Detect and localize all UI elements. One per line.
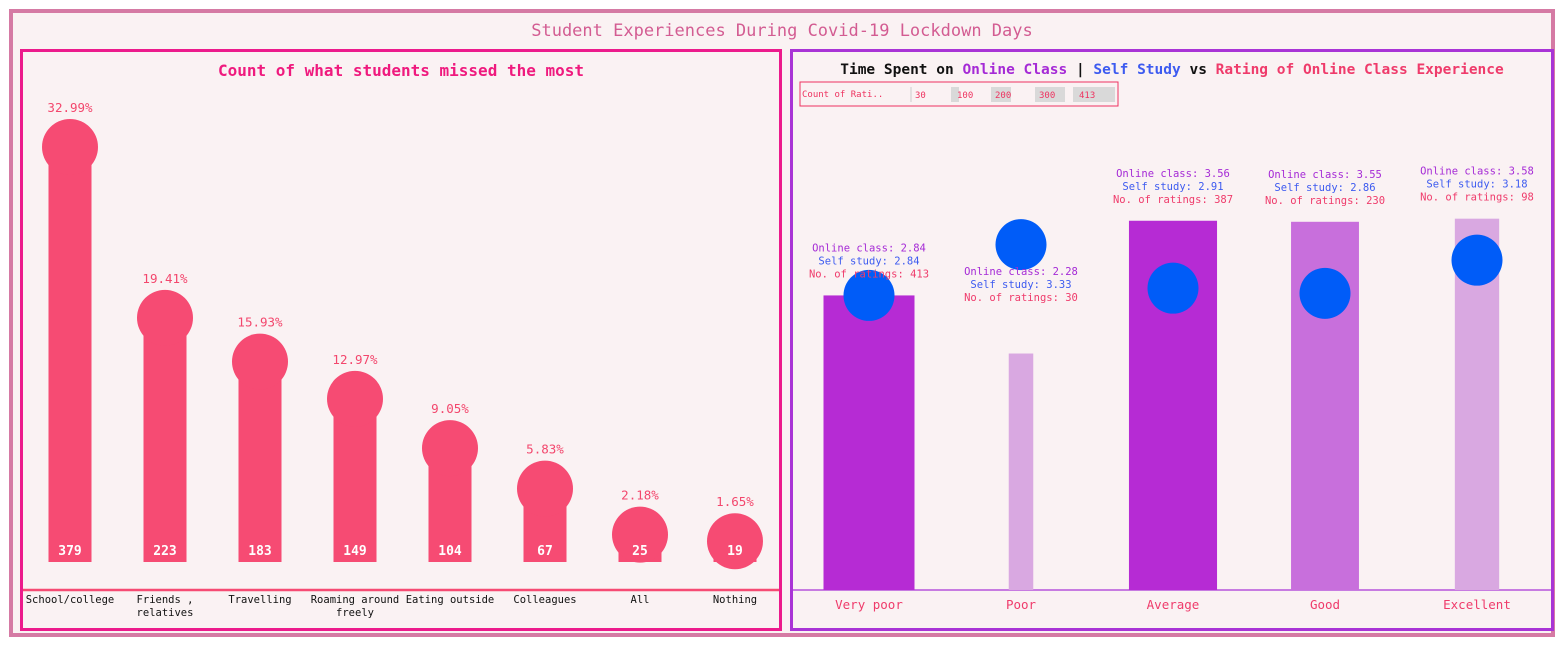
lollipop-head: [517, 460, 573, 517]
lollipop-stem: [238, 361, 282, 562]
lollipop-head: [707, 513, 763, 570]
ratings-annotation: No. of ratings: 387: [1113, 194, 1233, 206]
legend-swatch: [991, 87, 1011, 102]
lollipop-head: [327, 370, 383, 427]
rating-category-label: Excellent: [1443, 597, 1511, 612]
online-class-annotation: Online class: 3.55: [1268, 169, 1382, 181]
category-label: All: [631, 594, 650, 606]
legend-swatch: [1035, 87, 1065, 102]
legend-title: Count of Rati..: [802, 90, 883, 100]
category-label: School/college: [26, 594, 115, 606]
title-part-5: vs: [1181, 62, 1216, 78]
percent-label: 5.83%: [526, 442, 564, 457]
lollipop-stem: [48, 147, 92, 562]
lollipop-2: [137, 289, 193, 562]
self-study-annotation: Self study: 2.84: [818, 255, 919, 267]
ratings-annotation: No. of ratings: 98: [1420, 192, 1534, 204]
ratings-annotation: No. of ratings: 413: [809, 268, 929, 280]
lollipop-7: [612, 506, 668, 563]
legend-tick: 30: [915, 91, 926, 101]
rating-category-label: Good: [1310, 597, 1340, 612]
dashboard-title: Student Experiences During Covid-19 Lock…: [531, 21, 1033, 41]
legend-swatch: [951, 87, 959, 102]
ratings-annotation: No. of ratings: 30: [964, 292, 1078, 304]
percent-label: 15.93%: [237, 315, 283, 330]
category-label: Nothing: [713, 594, 757, 606]
category-label: Roaming around: [311, 594, 400, 606]
legend-tick: 200: [995, 91, 1011, 101]
count-label: 19: [727, 544, 743, 559]
percent-label: 19.41%: [142, 271, 188, 286]
lollipop-6: [517, 460, 573, 562]
category-label: Eating outside: [406, 594, 495, 606]
self-study-marker: [1451, 234, 1503, 286]
online-class-annotation: Online class: 2.84: [812, 242, 926, 254]
category-label: Colleagues: [513, 594, 576, 606]
self-study-marker: [1147, 262, 1199, 314]
time-vs-rating-chart: Time Spent on Online Class | Self Study …: [793, 62, 1551, 612]
self-study-annotation: Self study: 3.33: [970, 279, 1071, 291]
missed-most-panel: Count of what students missed the most 32…: [20, 49, 782, 631]
category-label: Travelling: [228, 594, 291, 606]
percent-label: 1.65%: [716, 494, 754, 509]
title-part-4: Self Study: [1093, 62, 1181, 78]
count-label: 149: [343, 544, 366, 559]
missed-most-chart: Count of what students missed the most 32…: [23, 61, 779, 619]
lollipop-head: [42, 119, 98, 175]
count-label: 223: [153, 544, 176, 559]
self-study-annotation: Self study: 2.86: [1274, 182, 1375, 194]
lollipop-8: [707, 513, 763, 570]
dashboard-frame: Student Experiences During Covid-19 Lock…: [9, 9, 1555, 637]
category-label: Friends ,: [137, 594, 194, 606]
category-label: relatives: [137, 607, 194, 619]
title-part-2: Online Class: [962, 62, 1067, 78]
count-label: 67: [537, 544, 553, 559]
legend-tick: 300: [1039, 91, 1055, 101]
count-label: 104: [438, 544, 462, 559]
lollipop-1: [42, 119, 98, 562]
lollipop-5: [422, 420, 478, 562]
lollipop-head: [612, 506, 668, 563]
legend-tick: 413: [1079, 91, 1095, 101]
percent-label: 2.18%: [621, 488, 659, 503]
online-class-annotation: Online class: 3.56: [1116, 168, 1230, 180]
percent-label: 9.05%: [431, 401, 469, 416]
time-vs-rating-panel: Time Spent on Online Class | Self Study …: [790, 49, 1554, 631]
online-class-annotation: Online class: 2.28: [964, 266, 1078, 278]
count-label: 183: [248, 544, 271, 559]
online-class-bar: [1008, 353, 1034, 590]
lollipop-4: [327, 370, 383, 562]
legend-swatch: [1073, 87, 1115, 102]
lollipop-head: [232, 333, 288, 390]
ratings-annotation: No. of ratings: 230: [1265, 195, 1385, 207]
count-label: 25: [632, 544, 648, 559]
percent-label: 32.99%: [47, 100, 93, 115]
lollipop-3: [232, 333, 288, 562]
percent-label: 12.97%: [332, 352, 378, 367]
left-chart-title: Count of what students missed the most: [218, 61, 584, 80]
self-study-annotation: Self study: 3.18: [1426, 179, 1527, 191]
online-class-annotation: Online class: 3.58: [1420, 166, 1534, 178]
title-part-3: |: [1067, 62, 1093, 78]
lollipop-stem: [143, 317, 187, 562]
legend-tick: 100: [957, 91, 973, 101]
right-chart-title: Time Spent on Online Class | Self Study …: [840, 62, 1504, 78]
title-part-6: Rating of Online Class Experience: [1216, 62, 1504, 78]
category-label: freely: [336, 607, 374, 619]
rating-category-label: Very poor: [835, 597, 903, 612]
online-class-bar: [823, 295, 915, 590]
count-label: 379: [58, 544, 81, 559]
count-legend: Count of Rati.. 30 100 200 300 413: [799, 81, 1119, 107]
rating-category-label: Average: [1147, 597, 1200, 612]
lollipop-head: [422, 420, 478, 477]
title-part-1: Time Spent on: [840, 62, 962, 78]
self-study-annotation: Self study: 2.91: [1122, 181, 1223, 193]
rating-category-label: Poor: [1006, 597, 1037, 612]
lollipop-head: [137, 289, 193, 346]
legend-border: [799, 81, 1119, 107]
self-study-marker: [1299, 267, 1351, 319]
self-study-marker: [843, 269, 895, 321]
self-study-marker: [995, 219, 1047, 271]
